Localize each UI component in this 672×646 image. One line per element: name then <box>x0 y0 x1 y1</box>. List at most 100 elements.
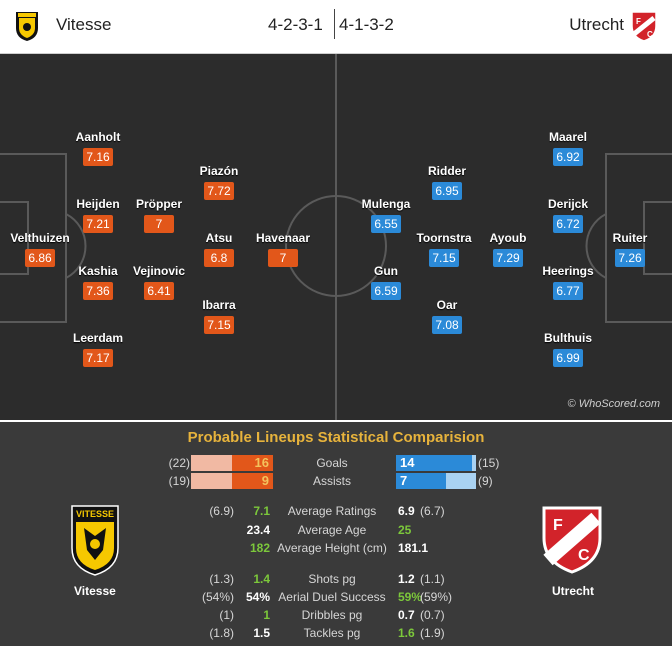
home-value: 23.4 <box>246 523 270 537</box>
home-player[interactable]: Atsu 6.8 <box>179 231 259 267</box>
away-team-name[interactable]: Utrecht <box>569 15 624 34</box>
stat-label: Average Height (cm) <box>277 541 387 555</box>
player-rating: 7.29 <box>493 249 523 267</box>
player-rating: 6.86 <box>25 249 55 267</box>
stat-row: 182 Average Height (cm) 181.1 <box>0 541 672 559</box>
player-rating: 7.21 <box>83 215 113 233</box>
svg-text:F: F <box>553 517 563 534</box>
away-team-label: Utrecht <box>552 584 595 598</box>
player-rating: 7 <box>144 215 174 233</box>
stat-row: (1) 1 Dribbles pg 0.7 (0.7) <box>0 608 672 626</box>
player-name: Pröpper <box>135 197 182 211</box>
home-player[interactable]: Velthuizen 6.86 <box>0 231 80 267</box>
player-name: Leerdam <box>72 331 124 345</box>
stat-row: (1.3) 1.4 Shots pg 1.2 (1.1) <box>0 572 672 590</box>
player-name: Bulthuis <box>544 331 592 345</box>
away-player[interactable]: Bulthuis 6.99 <box>528 331 608 367</box>
stat-label: Tackles pg <box>303 626 361 640</box>
home-bar: 9 <box>191 473 273 489</box>
away-previous: (6.7) <box>420 504 445 518</box>
home-value: 9 <box>261 473 269 488</box>
away-player[interactable]: Ayoub 7.29 <box>468 231 548 267</box>
stat-label: Shots pg <box>308 572 356 586</box>
home-previous: (54%) <box>201 590 234 604</box>
home-player[interactable]: Ibarra 7.15 <box>179 298 259 334</box>
player-rating: 7.36 <box>83 282 113 300</box>
away-player[interactable]: Heerings 6.77 <box>528 264 608 300</box>
stat-row: 23.4 Average Age 25 <box>0 523 672 541</box>
watermark: © WhoScored.com <box>567 398 660 410</box>
home-previous: (1) <box>219 608 234 622</box>
away-player[interactable]: Maarel 6.92 <box>528 130 608 166</box>
home-player[interactable]: Kashia 7.36 <box>58 264 138 300</box>
utrecht-crest-icon: F C <box>631 11 657 42</box>
away-player[interactable]: Oar 7.08 <box>407 298 487 334</box>
vitesse-crest-icon: VITESSE <box>71 505 119 576</box>
player-name: Heijden <box>76 197 120 211</box>
player-rating: 7.17 <box>83 349 113 367</box>
away-player[interactable]: Ruiter 7.26 <box>590 231 670 267</box>
stat-label: Assists <box>312 474 351 488</box>
stats-title: Probable Lineups Statistical Comparision <box>187 429 485 446</box>
crest-text: VITESSE <box>76 509 114 519</box>
player-rating: 6.59 <box>371 282 401 300</box>
away-player[interactable]: Mulenga 6.55 <box>346 197 426 233</box>
player-rating: 7.08 <box>432 316 462 334</box>
home-player[interactable]: Leerdam 7.17 <box>58 331 138 367</box>
home-value: 1.4 <box>253 572 270 586</box>
stat-label: Dribbles pg <box>301 608 363 622</box>
player-name: Vejinovic <box>132 264 186 278</box>
home-bar-fill <box>232 473 273 489</box>
home-team-name[interactable]: Vitesse <box>56 15 112 34</box>
home-player[interactable]: Piazón 7.72 <box>179 164 259 200</box>
home-previous: (1.3) <box>209 572 234 586</box>
away-value: 0.7 <box>398 608 415 622</box>
home-formation: 4-2-3-1 <box>268 15 323 34</box>
away-previous: (1.1) <box>420 572 445 586</box>
away-value: 7 <box>400 473 408 488</box>
away-previous: (0.7) <box>420 608 445 622</box>
away-previous: (9) <box>478 474 493 488</box>
away-bar-fill <box>396 455 472 471</box>
away-player[interactable]: Gun 6.59 <box>346 264 426 300</box>
away-player[interactable]: Toornstra 7.15 <box>404 231 484 267</box>
player-name: Gun <box>374 264 398 278</box>
player-rating: 6.55 <box>371 215 401 233</box>
home-previous: (19) <box>168 474 190 488</box>
away-value: 181.1 <box>398 541 429 555</box>
player-name: Atsu <box>205 231 233 245</box>
stat-label: Average Age <box>297 523 367 537</box>
stat-bar-row: (22) 16 Goals 14 (15) <box>0 454 672 472</box>
home-player[interactable]: Aanholt 7.16 <box>58 130 138 166</box>
player-name: Maarel <box>548 130 588 144</box>
home-player[interactable]: Havenaar 7 <box>243 231 323 267</box>
away-bar: 7 <box>396 473 476 489</box>
home-player[interactable]: Vejinovic 6.41 <box>119 264 199 300</box>
utrecht-crest-icon: F C <box>542 506 602 574</box>
home-value: 54% <box>245 590 270 604</box>
player-rating: 7.26 <box>615 249 645 267</box>
home-player[interactable]: Heijden 7.21 <box>58 197 138 233</box>
away-value: 1.6 <box>398 626 415 640</box>
player-rating: 6.95 <box>432 182 462 200</box>
away-value: 1.2 <box>398 572 415 586</box>
away-bar-fill <box>396 473 446 489</box>
home-team-label: Vitesse <box>74 584 116 598</box>
stat-row: (6.9) 7.1 Average Ratings 6.9 (6.7) <box>0 504 672 522</box>
player-name: Heerings <box>542 264 594 278</box>
home-previous: (22) <box>168 456 190 470</box>
home-player[interactable]: Pröpper 7 <box>119 197 199 233</box>
away-player[interactable]: Ridder 6.95 <box>407 164 487 200</box>
away-formation: 4-1-3-2 <box>339 15 394 34</box>
player-name: Piazón <box>199 164 239 178</box>
away-player[interactable]: Derijck 6.72 <box>528 197 608 233</box>
stats-panel: Probable Lineups Statistical Comparision… <box>0 422 672 646</box>
stat-label: Goals <box>316 456 348 470</box>
player-rating: 6.8 <box>204 249 234 267</box>
player-rating: 6.72 <box>553 215 583 233</box>
player-name: Ayoub <box>489 231 527 245</box>
away-previous: (15) <box>478 456 500 470</box>
home-previous: (1.8) <box>209 626 234 640</box>
player-rating: 7 <box>268 249 298 267</box>
away-value: 59% <box>398 590 423 604</box>
